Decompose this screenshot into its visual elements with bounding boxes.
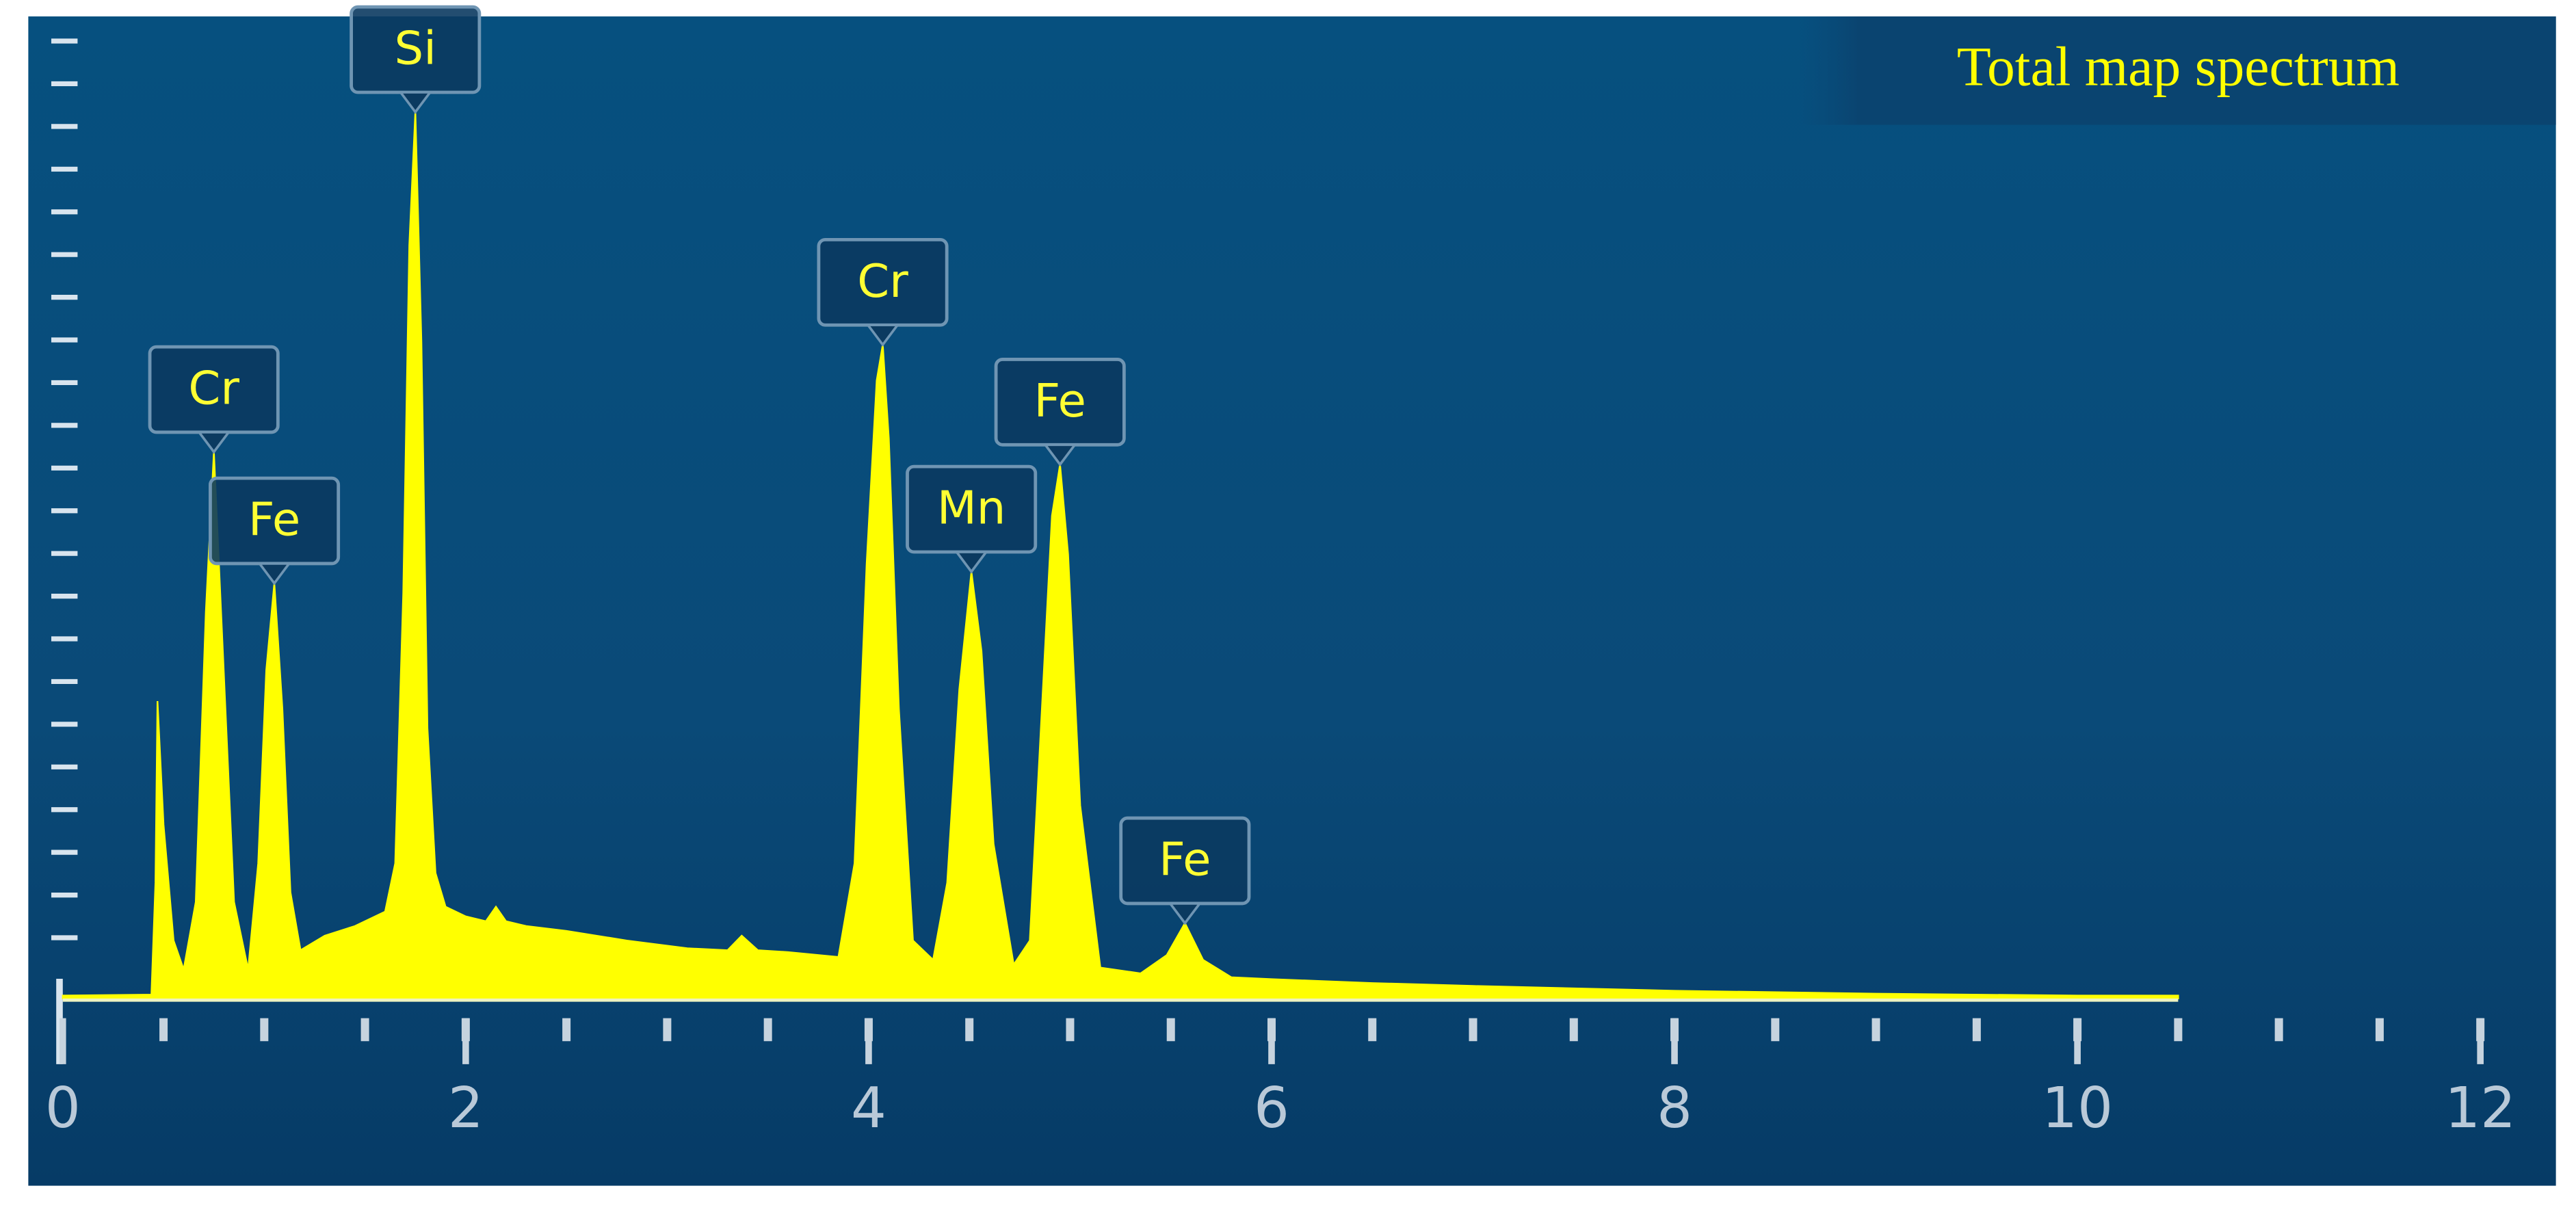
- peak-label-pointer: [865, 324, 900, 347]
- x-tick-label: 0: [45, 1076, 81, 1141]
- x-tick-label: 4: [851, 1076, 886, 1141]
- peak-label-text: Cr: [188, 361, 239, 414]
- peak-label: Fe: [994, 358, 1126, 467]
- peak-label-text: Fe: [1159, 832, 1211, 886]
- x-tick-label: 6: [1254, 1076, 1289, 1141]
- peak-label: Cr: [148, 345, 280, 454]
- x-tick-label: 8: [1657, 1076, 1692, 1141]
- x-tick-label: 10: [2042, 1076, 2113, 1141]
- peak-label: Cr: [817, 237, 949, 347]
- peak-label: Fe: [209, 476, 341, 585]
- peak-label-text: Fe: [248, 492, 300, 546]
- peak-label-pointer: [398, 91, 433, 114]
- spectrum-area: [62, 111, 2179, 1000]
- peak-label-text: Cr: [857, 254, 908, 308]
- peak-label: Mn: [906, 464, 1038, 574]
- peak-label: Si: [350, 5, 482, 114]
- peak-label: Fe: [1119, 816, 1251, 925]
- peak-label-pointer: [1168, 902, 1202, 925]
- peak-label-pointer: [954, 551, 989, 574]
- peak-label-text: Si: [395, 21, 436, 75]
- chart-title: Total map spectrum: [1957, 35, 2400, 97]
- peak-label-pointer: [1042, 443, 1077, 467]
- peak-label-text: Fe: [1034, 374, 1086, 427]
- plot-layer: 0 2 4 6 8 10 12 Cr Fe Si Cr Mn Fe Fe: [45, 5, 2516, 1141]
- title-band: [1798, 16, 2556, 125]
- x-tick-label: 2: [448, 1076, 484, 1141]
- peak-label-pointer: [257, 562, 292, 585]
- x-tick-label: 12: [2445, 1076, 2516, 1141]
- peak-label-text: Mn: [937, 482, 1006, 535]
- peak-label-pointer: [196, 431, 231, 454]
